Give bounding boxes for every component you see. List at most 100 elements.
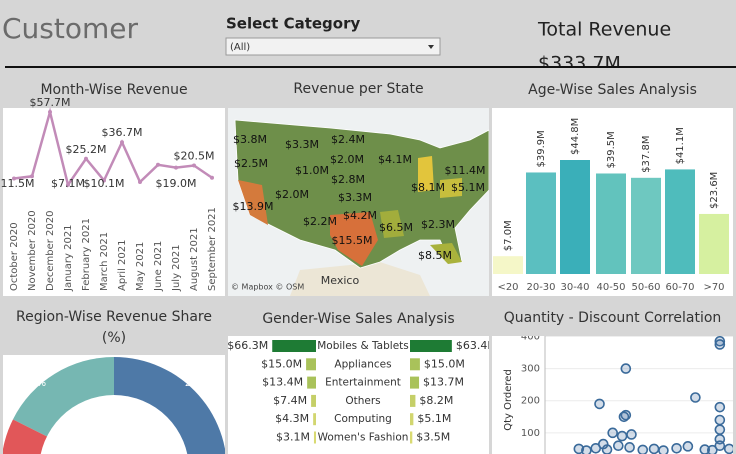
point (30, 174, 34, 179)
slice-name: West (8, 363, 33, 374)
point (699, 444, 711, 454)
panel (3, 108, 225, 296)
category-label: Women's Fashion (318, 432, 409, 444)
x-tick-label: <20 (497, 282, 518, 293)
point (671, 442, 682, 454)
data-label: $7.1M (51, 177, 85, 190)
point (690, 392, 701, 403)
state-label: $11.4M (445, 164, 486, 177)
y-tick-label: 200 (521, 396, 540, 407)
bar (493, 256, 523, 274)
point (174, 165, 178, 170)
category-label: Entertainment (325, 377, 401, 389)
state-label: $2.4M (331, 133, 365, 146)
point (12, 176, 16, 181)
point (102, 178, 106, 183)
bar (311, 394, 316, 407)
x-tick-label: September 2021 (207, 207, 218, 291)
data-label: $15.0M (261, 357, 302, 370)
point (192, 163, 196, 168)
filter-value[interactable]: (All) (230, 42, 250, 53)
point (120, 140, 124, 145)
point (682, 441, 694, 452)
x-tick-label: February 2021 (81, 218, 92, 291)
bar (596, 173, 626, 274)
data-label: $37.8M (641, 136, 652, 173)
state-label: $6.5M (379, 221, 413, 234)
point (658, 445, 669, 454)
bar (410, 394, 416, 407)
bar (410, 413, 414, 426)
state-label: $3.8M (233, 133, 267, 146)
data-label: $23.6M (709, 172, 720, 209)
y-axis-label: Qty Ordered (503, 369, 514, 431)
data-label: $13.7M (423, 376, 464, 389)
data-label: $39.5M (606, 131, 617, 168)
data-label: $7.4M (273, 394, 307, 407)
data-label: $3.5M (416, 431, 450, 444)
category-label: Computing (334, 413, 392, 425)
page-title: Customer (2, 12, 138, 45)
x-tick-label: 30-40 (560, 282, 589, 293)
state-fill (238, 180, 268, 225)
category-label: Mobiles & Tablets (317, 340, 409, 352)
bar (313, 431, 316, 444)
bar (410, 376, 420, 389)
state-label: $2.0M (330, 153, 364, 166)
panel (228, 336, 489, 454)
data-label: $3.1M (276, 431, 310, 444)
state-fill (440, 178, 462, 198)
data-label: $8.2M (419, 394, 453, 407)
state-label: $8.5M (418, 249, 452, 262)
state-label: $3.3M (338, 191, 372, 204)
filter-dropdown[interactable] (225, 37, 441, 56)
state-fill (330, 212, 378, 266)
data-label: $10.1M (84, 177, 125, 190)
bar (410, 340, 452, 352)
dropdown-arrow (428, 45, 434, 49)
bar (560, 160, 590, 274)
line (13, 107, 213, 188)
bar (665, 169, 695, 274)
bar (410, 358, 420, 371)
bar (526, 172, 556, 274)
filter-label: Select Category (226, 15, 360, 33)
x-tick-label: 50-60 (631, 282, 660, 293)
kpi-mask (0, 66, 736, 76)
x-tick-label: April 2021 (117, 240, 128, 291)
chart-group: Midwest 26.93% West 17.60% (3, 357, 225, 454)
y-tick-label: 400 (521, 331, 540, 342)
bar (410, 431, 413, 444)
data-label: $11.5M (0, 177, 34, 190)
bar (699, 213, 729, 274)
bar (306, 358, 316, 371)
state-label: $1.0M (295, 164, 329, 177)
x-tick-label: July 2021 (171, 244, 182, 292)
panel-title: Region-Wise Revenue Share (%) (15, 309, 212, 346)
point (613, 440, 624, 452)
point (156, 162, 160, 167)
point (723, 443, 733, 454)
data-label: $4.3M (275, 412, 309, 425)
state-label: $2.3M (421, 218, 455, 231)
state-label: $3.3M (285, 138, 319, 151)
x-tick-label: December 2020 (45, 211, 56, 291)
panel-title: Age-Wise Sales Analysis (528, 82, 697, 98)
data-label: $7.0M (503, 220, 514, 251)
map-base (228, 108, 489, 296)
point (707, 444, 718, 454)
state-fill (380, 210, 404, 238)
kpi-label: Total Revenue (537, 19, 671, 41)
x-tick-label: January 2021 (63, 224, 74, 292)
category-label: Others (345, 395, 380, 407)
data-label: $39.9M (536, 130, 547, 167)
data-label: $13.4M (262, 376, 303, 389)
chart-group: 100 200 300 400 Qty Ordered (503, 331, 733, 454)
point (48, 110, 52, 114)
x-tick-label: 40-50 (596, 282, 625, 293)
category-label: Appliances (334, 358, 391, 370)
data-label: $20.5M (174, 150, 215, 163)
bar (313, 413, 316, 426)
state-label: $2.2M (303, 215, 337, 228)
